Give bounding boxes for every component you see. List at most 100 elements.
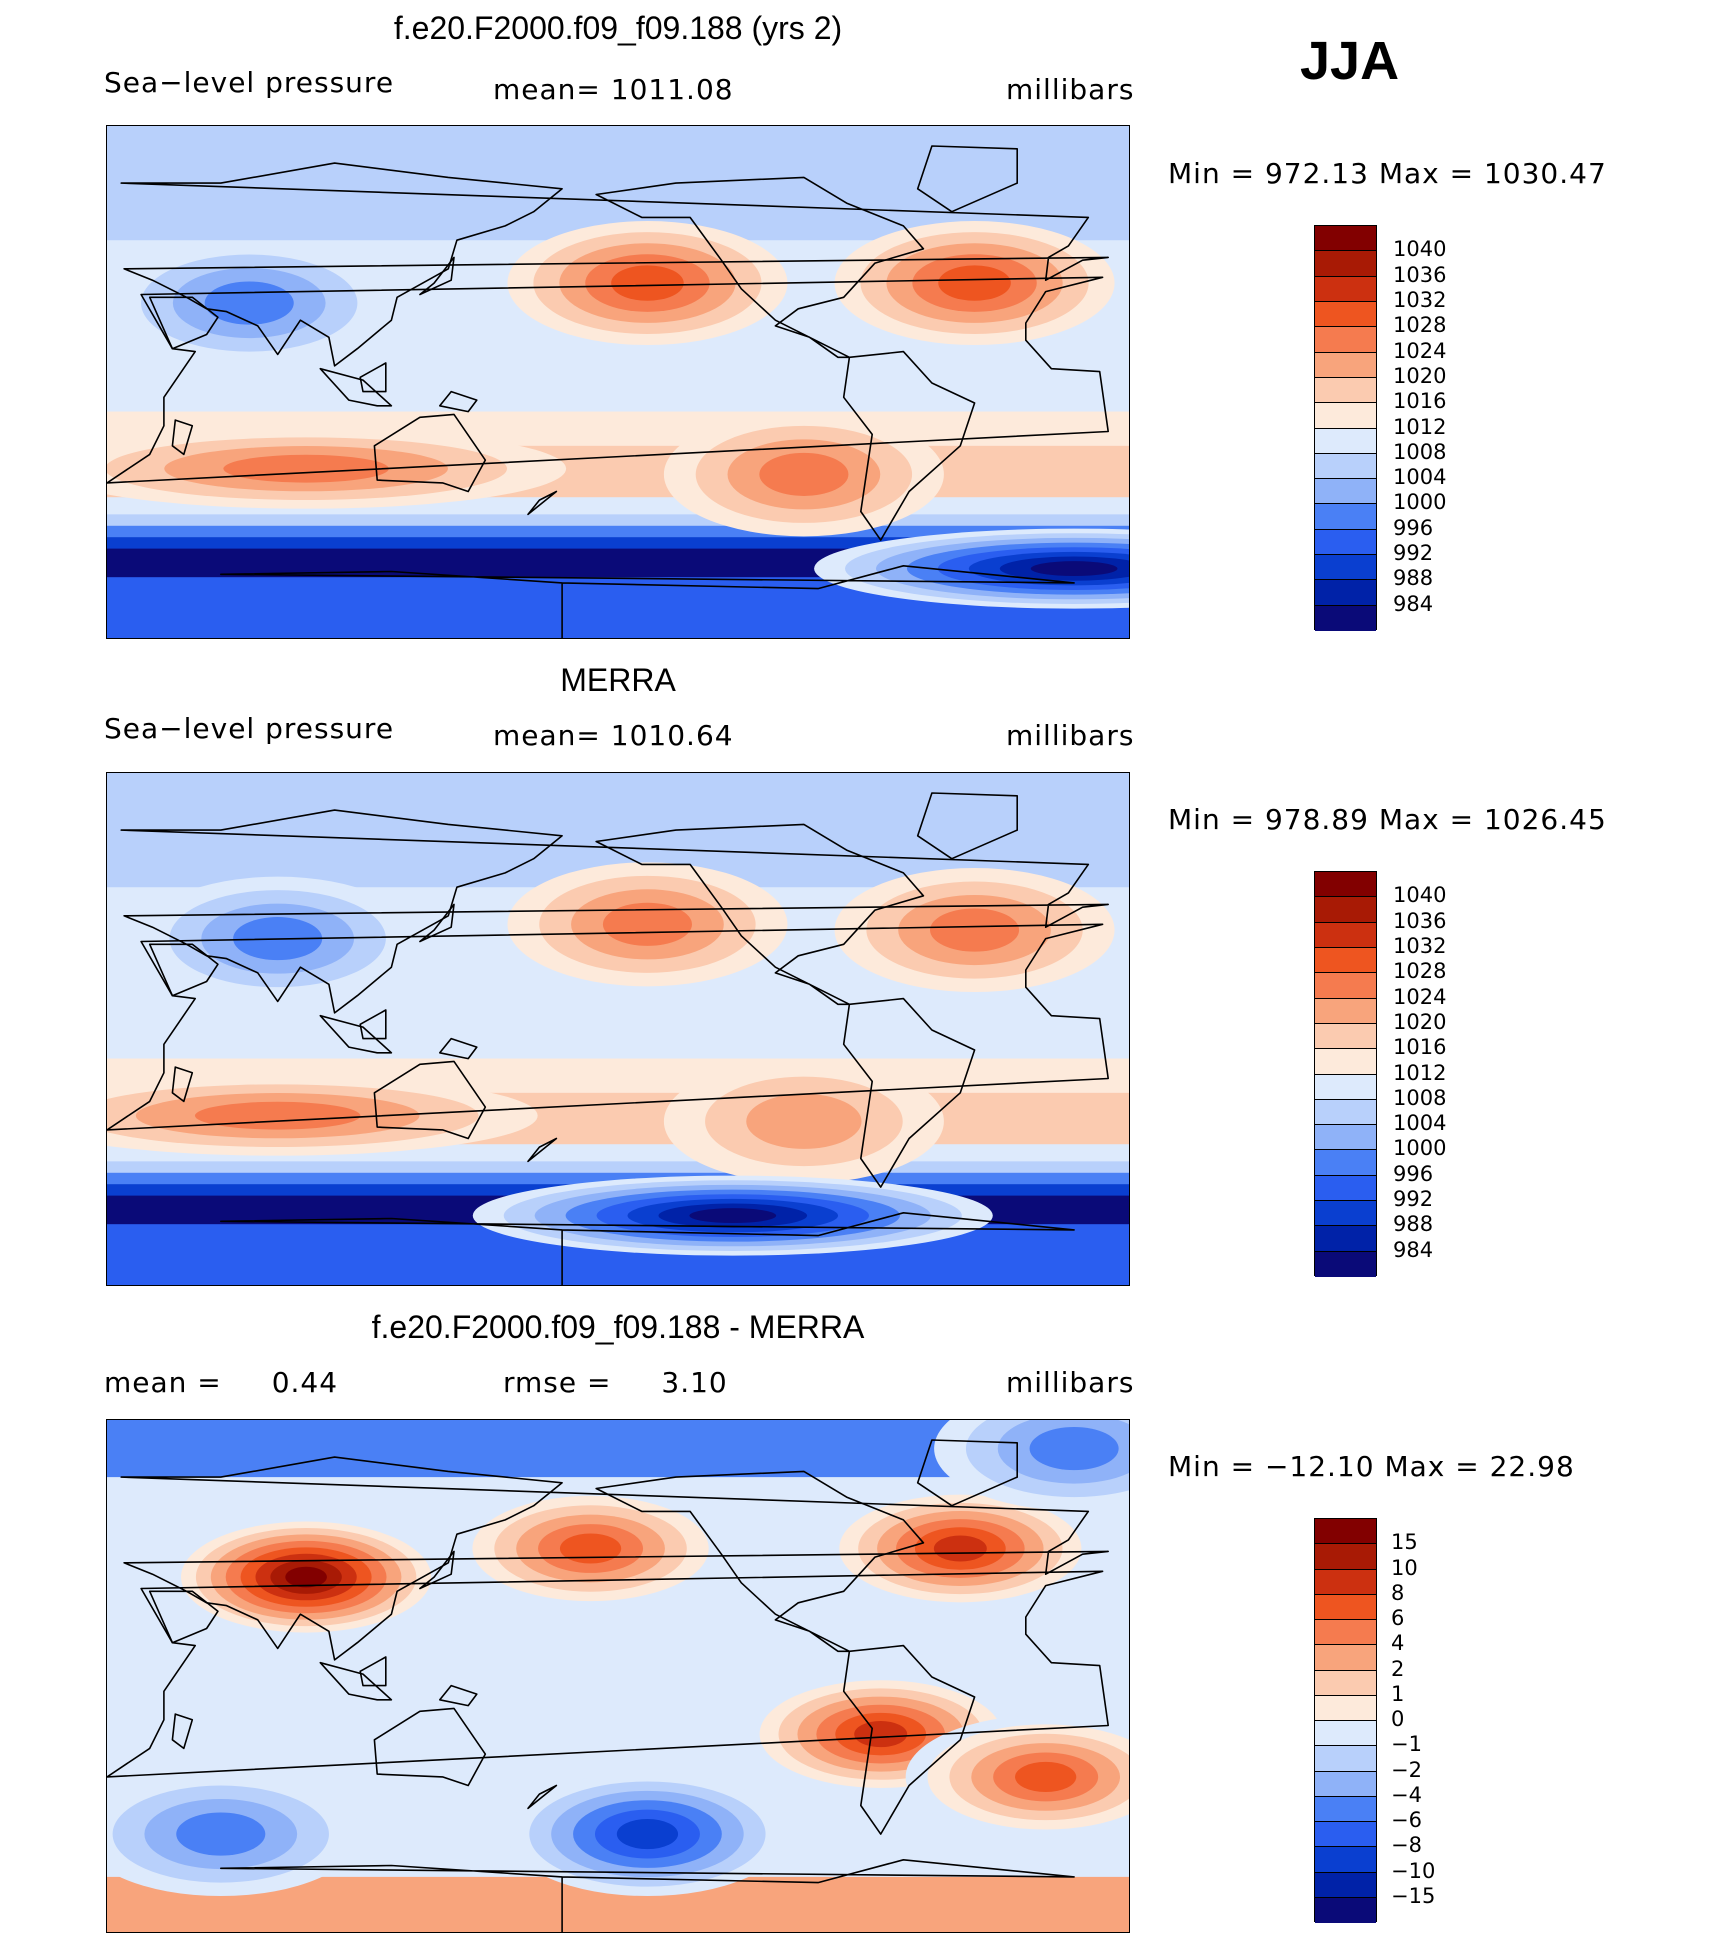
coastline (419, 256, 455, 296)
field-contour (1015, 1761, 1077, 1792)
colorbar-tick-label: 1012 (1393, 414, 1447, 439)
colorbar-cell (1315, 1201, 1376, 1227)
colorbar-tick-label: 8 (1391, 1580, 1405, 1605)
field-band (107, 514, 1129, 527)
coastline (107, 1570, 1110, 1778)
colorbar-cell (1315, 1695, 1376, 1721)
coastline (148, 1590, 219, 1644)
colorbar-cell (1315, 1226, 1376, 1252)
colorbar-tick-label: 996 (1393, 1161, 1434, 1186)
coastline (359, 1656, 387, 1687)
colorbar-tick-label: 1036 (1393, 262, 1447, 287)
colorbar-tick-label: 996 (1393, 515, 1434, 540)
coastline (916, 792, 1019, 860)
coastline (419, 903, 455, 943)
colorbar-tick-label: 1036 (1393, 908, 1447, 933)
colorbar-tick-label: 1016 (1393, 389, 1447, 414)
colorbar-cell (1315, 947, 1376, 974)
colorbar-tick-label: 1008 (1393, 439, 1447, 464)
colorbar-cell (1315, 1796, 1376, 1822)
colorbar-cell (1315, 226, 1376, 252)
colorbar-cell (1315, 276, 1376, 302)
coastline (319, 367, 393, 407)
coastline (220, 1858, 1075, 1932)
colorbar-tick-label: 1032 (1393, 933, 1447, 958)
coastline (373, 1060, 487, 1140)
panel-1-variable: Sea−level pressure (104, 66, 395, 99)
panel-1-map-svg (107, 126, 1129, 638)
colorbar-tick-label: 1028 (1393, 959, 1447, 984)
colorbar-tick-label: 10 (1391, 1555, 1418, 1580)
coastline (527, 1137, 558, 1163)
colorbar-cell (1315, 605, 1376, 631)
coastline (595, 176, 925, 359)
coastline (842, 350, 976, 541)
panel-2-map-svg (107, 773, 1129, 1285)
coastline (916, 145, 1019, 213)
coastline (120, 809, 1110, 1014)
coastline (595, 1470, 925, 1653)
panel-2-mean-label: mean= (493, 719, 601, 752)
colorbar-tick-label: 1004 (1393, 465, 1447, 490)
colorbar-cell (1315, 1251, 1376, 1277)
colorbar-cell (1315, 555, 1376, 581)
coastline (171, 1713, 194, 1750)
colorbar-tick-label: 0 (1391, 1707, 1405, 1731)
colorbar-cell (1315, 1620, 1376, 1646)
coastline (595, 823, 925, 1006)
colorbar-tick-label: −10 (1391, 1858, 1436, 1883)
panel-2-colorbar (1314, 871, 1377, 1277)
coastline (171, 1066, 194, 1103)
colorbar-tick-label: 1024 (1393, 338, 1447, 363)
panel-1-colorbar (1314, 225, 1377, 631)
panel-1-title: f.e20.F2000.f09_f09.188 (yrs 2) (393, 10, 843, 46)
coastline (107, 276, 1110, 484)
panel-3-mean-value: 0.44 (271, 1366, 339, 1399)
coastline (359, 362, 387, 393)
panel-3-minmax: Min = −12.10 Max = 22.98 (1168, 1450, 1575, 1483)
colorbar-cell (1315, 1594, 1376, 1620)
field-band (107, 1161, 1129, 1174)
field-contour (285, 1566, 327, 1588)
colorbar-tick-label: 984 (1393, 591, 1434, 616)
field-contour (938, 265, 1011, 301)
coastline (319, 1661, 393, 1701)
colorbar-cell (1315, 1872, 1376, 1898)
colorbar-tick-label: 1008 (1393, 1085, 1447, 1110)
coastline (319, 1014, 393, 1054)
field-contour (616, 1819, 679, 1850)
colorbar-cell (1315, 251, 1376, 277)
colorbar-cell (1315, 327, 1376, 353)
coastline (527, 490, 558, 516)
field-contour (602, 902, 692, 946)
panel-3-mean-label: mean = (104, 1366, 222, 1399)
panel-1-mean-value: 1011.08 (610, 73, 734, 106)
colorbar-cell (1315, 1746, 1376, 1772)
colorbar-tick-label: 992 (1393, 1187, 1434, 1212)
colorbar-cell (1315, 453, 1376, 480)
coastline (438, 1684, 478, 1707)
coastline (220, 564, 1075, 638)
field-contour (933, 1535, 987, 1562)
colorbar-cell (1315, 1569, 1376, 1595)
panel-2-units: millibars (1006, 719, 1135, 752)
colorbar-tick-label: 15 (1391, 1530, 1418, 1555)
colorbar-cell (1315, 897, 1376, 923)
panel-2-map (106, 772, 1130, 1286)
colorbar-cell (1315, 504, 1376, 530)
colorbar-cell (1315, 1519, 1376, 1545)
colorbar-cell (1315, 479, 1376, 505)
colorbar-cell (1315, 1645, 1376, 1671)
colorbar-cell (1315, 428, 1376, 454)
field-band (107, 126, 1129, 185)
coastline (438, 390, 478, 413)
coastline (107, 923, 1110, 1131)
colorbar-cell (1315, 580, 1376, 606)
colorbar-tick-label: −15 (1391, 1883, 1436, 1908)
panel-1-mean-label: mean= (493, 73, 601, 106)
field-contour (194, 1101, 361, 1130)
colorbar-cell (1315, 1897, 1376, 1923)
panel-2-mean-value: 1010.64 (610, 719, 734, 752)
field-contour (223, 454, 389, 483)
coastline (916, 1439, 1019, 1507)
